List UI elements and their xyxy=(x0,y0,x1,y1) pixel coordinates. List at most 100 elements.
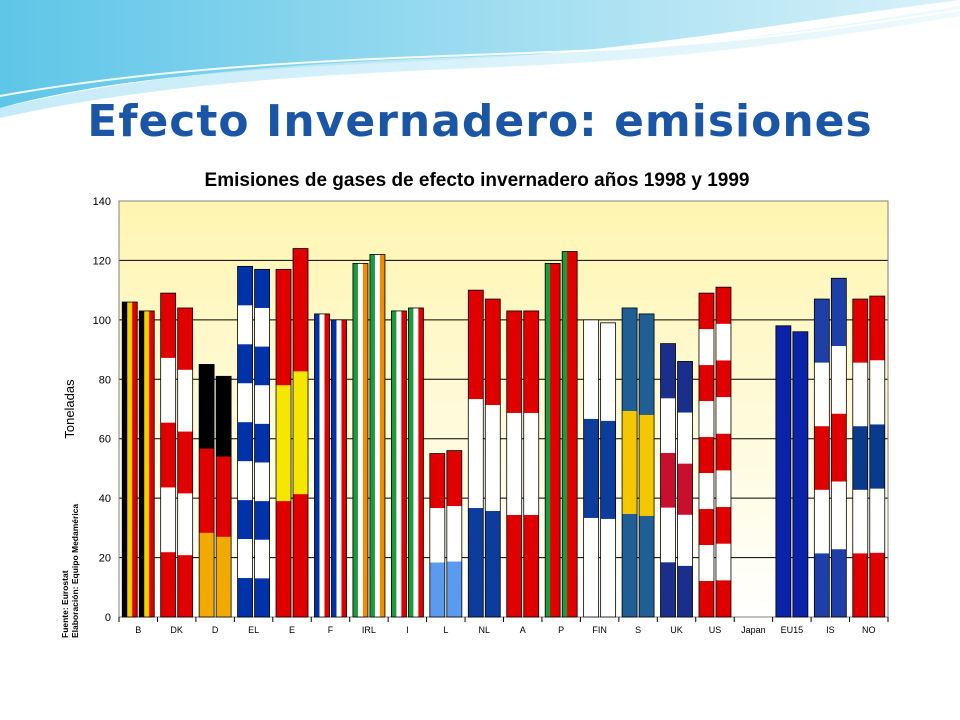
bar-stripe xyxy=(254,346,270,386)
bar-stripe xyxy=(523,412,539,516)
bar-stripe xyxy=(583,418,599,519)
bar-stripe xyxy=(293,371,309,495)
bar-stripe xyxy=(869,488,885,554)
bar-stripe xyxy=(254,385,270,425)
bar-outline xyxy=(254,268,270,618)
bar-outline xyxy=(275,268,292,618)
bar-stripe xyxy=(814,426,830,491)
bar-stripe xyxy=(555,263,561,617)
bar-stripe xyxy=(160,293,176,359)
bar-outline xyxy=(869,295,886,618)
bar-stripe xyxy=(485,299,501,406)
bar-stripe xyxy=(237,266,253,306)
bar-stripe xyxy=(254,539,270,579)
bar-IS-1999 xyxy=(830,277,847,618)
bar-stripe xyxy=(698,401,714,438)
bar-outline xyxy=(429,453,446,618)
source-note: Fuente: EurostatElaboración: Equipo Meda… xyxy=(60,504,80,638)
bar-stripe xyxy=(314,313,320,617)
bar-stripe xyxy=(237,305,253,345)
bar-stripe xyxy=(698,365,714,402)
bar-outline xyxy=(467,289,484,618)
bar-stripe xyxy=(485,405,501,512)
bar-stripe xyxy=(341,319,347,617)
bar-stripe xyxy=(715,507,731,545)
bar-stripe xyxy=(127,302,133,617)
y-tick-label: 40 xyxy=(99,493,111,505)
x-tick-label: FIN xyxy=(592,625,607,635)
x-tick-label: S xyxy=(635,625,641,635)
bar-stripe xyxy=(831,549,847,618)
bar-E-1999 xyxy=(292,248,309,618)
x-tick-label: A xyxy=(520,625,526,635)
bar-outline xyxy=(177,307,194,618)
bar-IS-1998 xyxy=(813,298,830,618)
bar-stripe xyxy=(418,307,424,617)
bar-outline xyxy=(237,265,253,618)
bar-stripe xyxy=(639,515,655,618)
bar-B-1999 xyxy=(138,310,155,618)
bar-stripe xyxy=(144,310,150,617)
bar-stripe xyxy=(545,263,551,617)
bar-outline xyxy=(583,319,600,618)
x-tick-label: DK xyxy=(170,625,183,635)
bar-outline xyxy=(600,322,617,618)
bar-stripe xyxy=(379,254,386,617)
bar-stripe xyxy=(814,553,830,618)
bar-stripe xyxy=(276,269,292,386)
bar-stripe xyxy=(293,494,309,618)
x-tick-label: P xyxy=(558,625,564,635)
bar-stripe xyxy=(468,508,484,618)
bar-stripe xyxy=(600,420,616,520)
bar-stripe xyxy=(429,508,445,563)
bar-stripe xyxy=(698,545,714,582)
bar-stripe xyxy=(622,410,638,515)
bar-IRL-1998 xyxy=(352,262,369,618)
bar-stripe xyxy=(331,319,337,617)
bar-stripe xyxy=(149,310,155,617)
bar-stripe xyxy=(429,453,445,509)
bar-UK-1999 xyxy=(677,361,693,618)
bar-outline xyxy=(506,310,523,618)
y-tick-label: 100 xyxy=(93,315,111,327)
bar-stripe xyxy=(237,539,253,579)
bar-stripe xyxy=(715,287,731,325)
slide-title: Efecto Invernadero: emisiones xyxy=(87,96,873,147)
bar-NL-1998 xyxy=(467,289,484,618)
bar-stripe xyxy=(852,362,868,427)
bar-stripe xyxy=(199,448,215,534)
bar-stripe xyxy=(852,299,868,363)
bar-outline xyxy=(621,307,638,618)
bar-stripe xyxy=(352,263,359,617)
bar-stripe xyxy=(600,322,616,422)
bar-P-1999 xyxy=(561,251,578,618)
bar-stripe xyxy=(160,552,176,618)
x-tick-label: UK xyxy=(670,625,683,635)
bar-outline xyxy=(715,286,732,618)
x-tick-label: IS xyxy=(826,625,835,635)
bar-stripe xyxy=(550,263,556,617)
bar-stripe xyxy=(446,561,462,618)
bar-stripe xyxy=(831,346,847,415)
bar-stripe xyxy=(583,517,599,618)
bar-L-1999 xyxy=(446,450,463,618)
bar-stripe xyxy=(139,310,145,617)
bar-stripe xyxy=(237,422,253,462)
bar-stripe xyxy=(698,473,714,510)
bar-stripe xyxy=(775,325,791,618)
bar-stripe xyxy=(401,310,407,617)
bar-stripe xyxy=(122,302,128,617)
bar-stripe xyxy=(698,293,714,330)
bar-outline xyxy=(813,298,830,618)
bar-outline xyxy=(407,307,424,618)
bar-stripe xyxy=(814,362,830,427)
bar-stripe xyxy=(160,357,176,423)
bar-outline xyxy=(523,310,540,618)
bar-outline xyxy=(677,361,693,618)
bar-S-1999 xyxy=(638,313,655,618)
bar-stripe xyxy=(506,514,522,618)
x-tick-label: NL xyxy=(479,625,491,635)
bar-stripe xyxy=(357,263,364,617)
bar-stripe xyxy=(396,310,402,617)
bar-stripe xyxy=(622,513,638,618)
